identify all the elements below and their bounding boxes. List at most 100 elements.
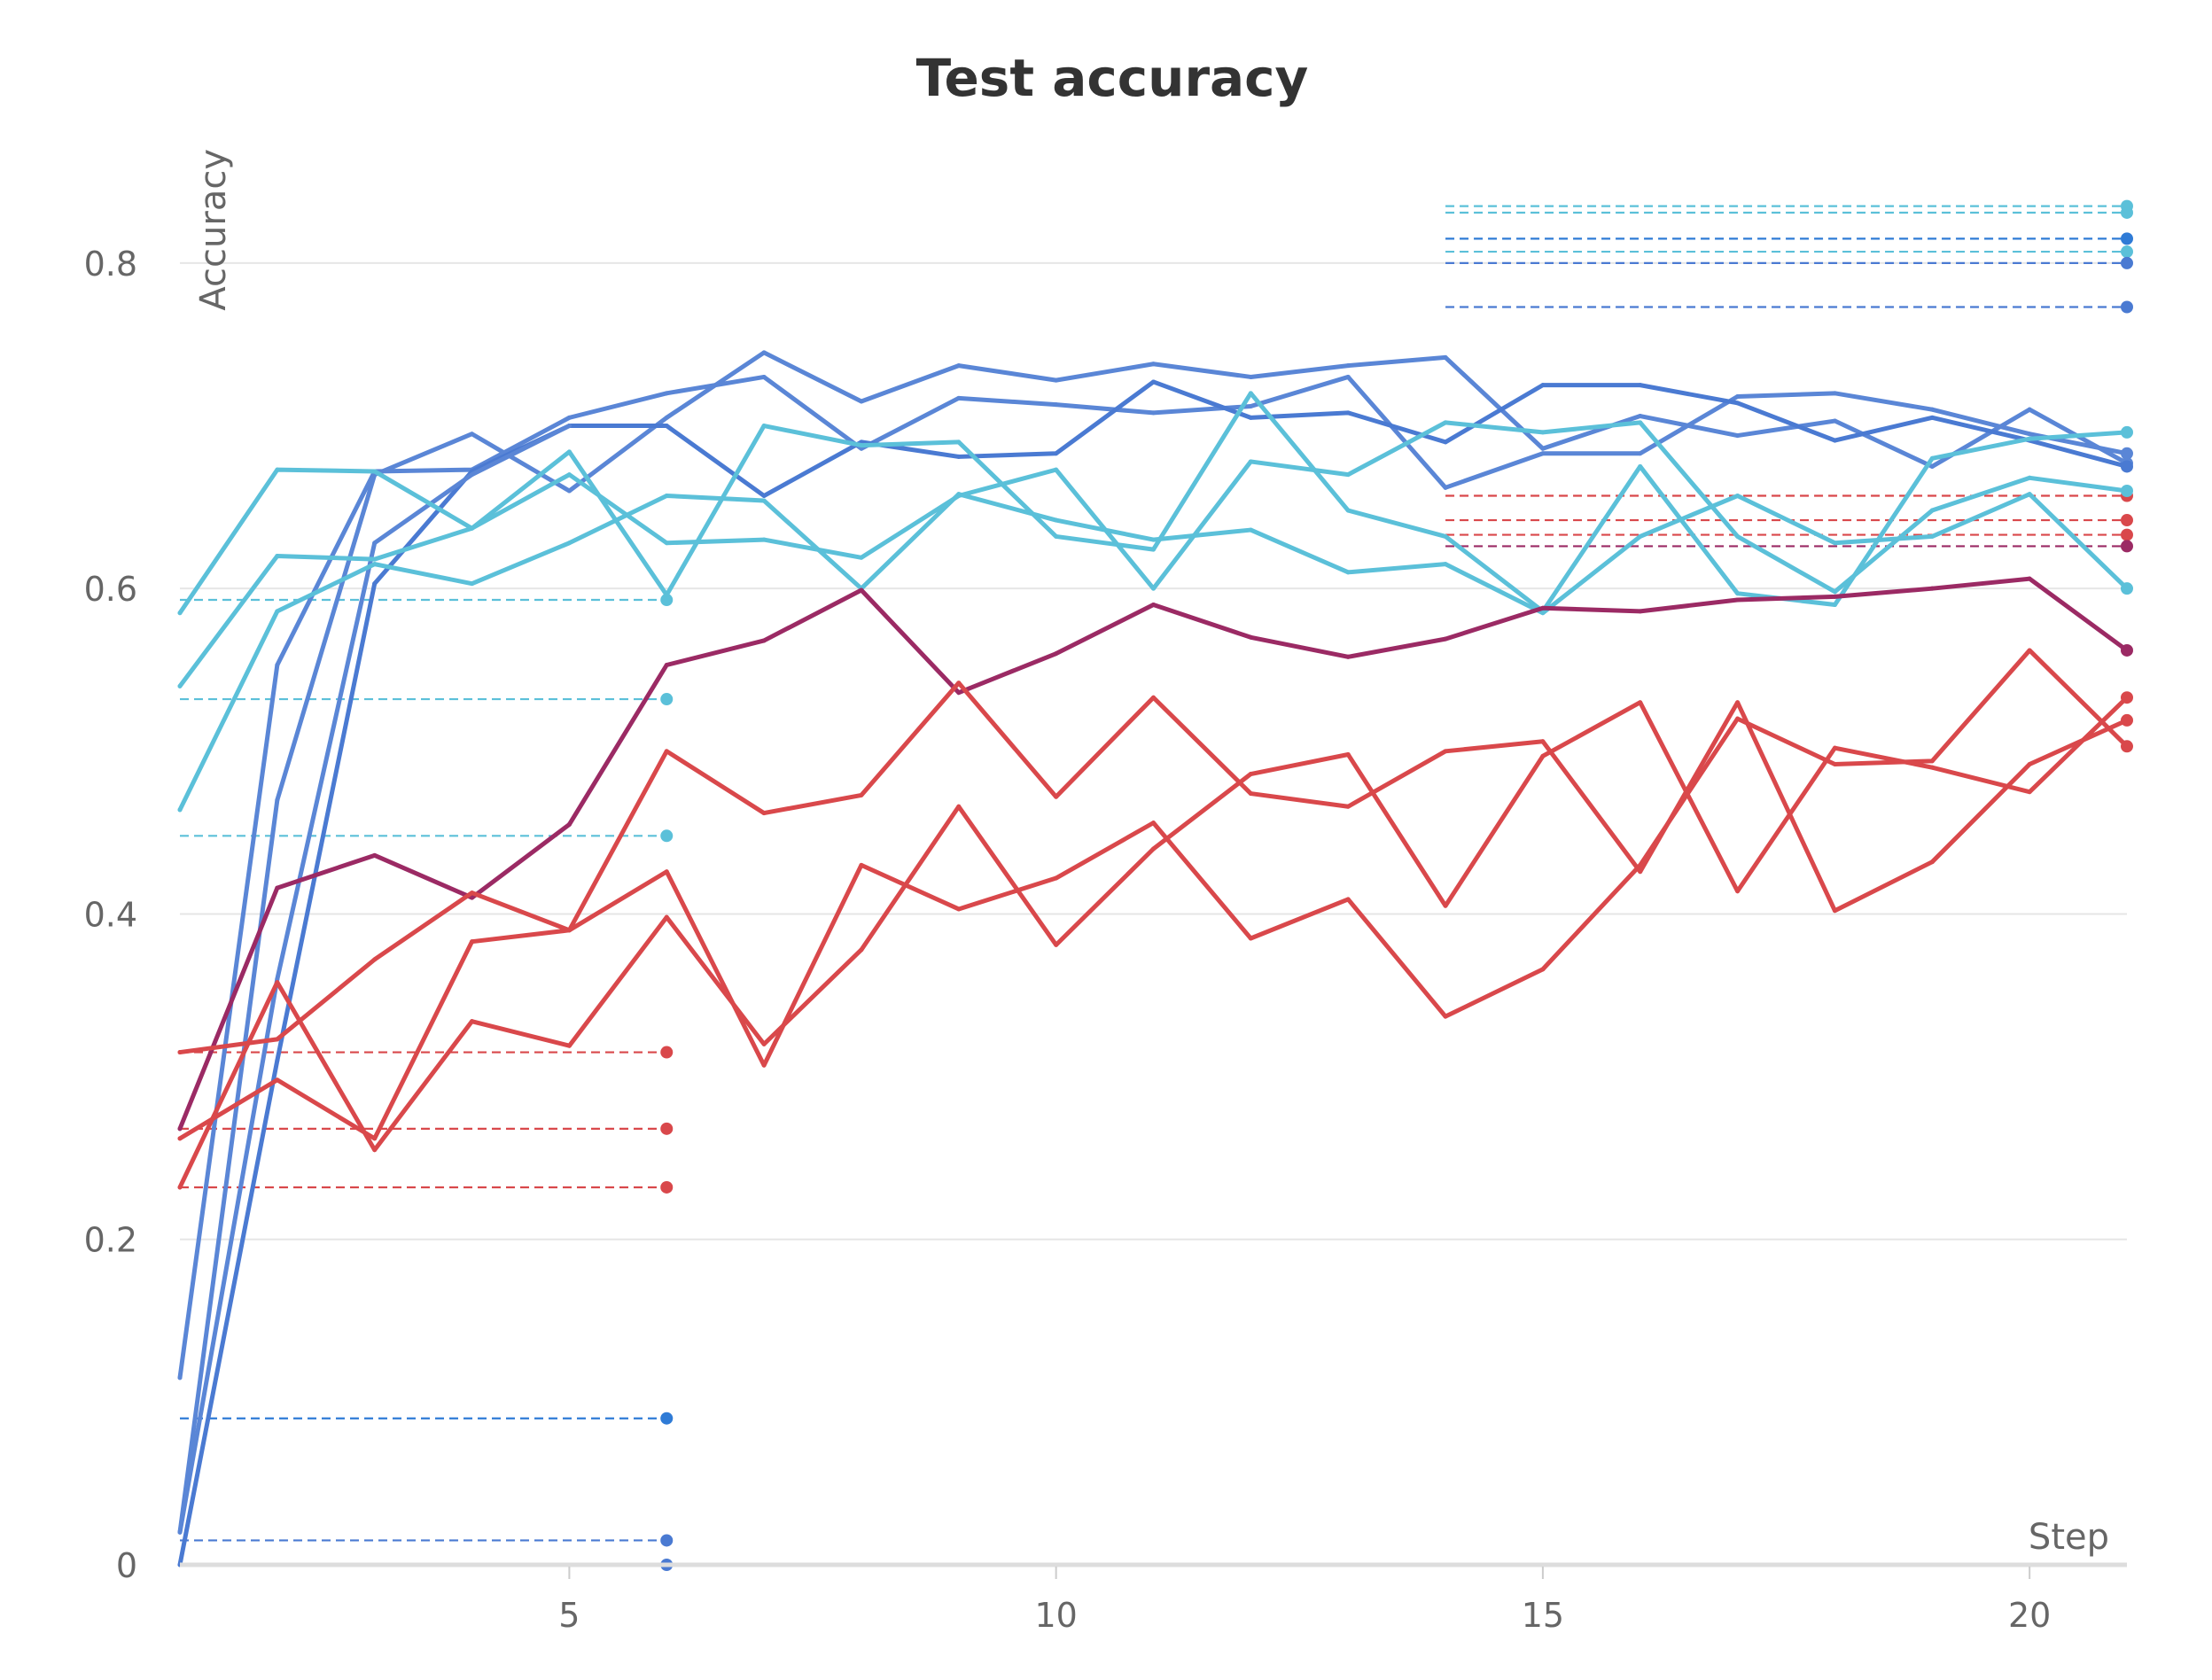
data-point xyxy=(470,581,475,587)
data-point xyxy=(859,947,864,953)
data-point xyxy=(1540,753,1546,758)
data-point xyxy=(1540,605,1546,611)
data-point xyxy=(1054,942,1059,947)
data-point xyxy=(761,350,767,355)
data-point xyxy=(1248,936,1253,941)
data-point xyxy=(1638,463,1643,469)
data-point xyxy=(372,852,378,858)
data-point xyxy=(372,469,378,474)
data-point xyxy=(275,797,280,803)
data-point xyxy=(859,443,864,448)
data-point xyxy=(1151,547,1156,552)
x-tick-label: 20 xyxy=(2008,1596,2051,1635)
data-point xyxy=(275,1037,280,1042)
data-point xyxy=(1248,527,1253,533)
series-end-dot xyxy=(2121,460,2133,473)
reference-line-end-dot xyxy=(2121,232,2133,245)
data-point xyxy=(664,914,669,920)
reference-line-end-dot xyxy=(660,1046,674,1059)
data-point xyxy=(566,1043,572,1048)
data-point xyxy=(2027,436,2032,441)
data-point xyxy=(275,980,280,985)
x-axis-label: Step xyxy=(2029,1517,2109,1558)
data-point xyxy=(275,662,280,667)
data-point xyxy=(1345,804,1351,809)
data-point xyxy=(566,472,572,478)
data-point xyxy=(859,587,864,593)
data-point xyxy=(566,424,572,429)
data-point xyxy=(1929,508,1935,513)
data-point xyxy=(2027,432,2032,437)
data-point xyxy=(275,976,280,982)
data-point xyxy=(1443,420,1448,425)
data-point xyxy=(1735,889,1741,894)
data-point xyxy=(1735,716,1741,721)
data-point xyxy=(1832,745,1837,751)
data-point xyxy=(1735,494,1741,499)
data-point xyxy=(664,541,669,546)
data-point xyxy=(956,681,962,686)
data-point xyxy=(470,432,475,437)
series-end-dot xyxy=(2121,485,2133,497)
data-point xyxy=(1151,537,1156,542)
data-point xyxy=(1832,603,1837,608)
data-point xyxy=(761,498,767,503)
data-point xyxy=(1345,508,1351,513)
data-point xyxy=(177,1136,183,1141)
data-point xyxy=(1832,594,1837,599)
data-point xyxy=(1638,609,1643,614)
data-point xyxy=(470,1019,475,1024)
data-point xyxy=(1638,383,1643,388)
data-point xyxy=(956,363,962,369)
reference-line-end-dot xyxy=(660,1412,674,1425)
reference-line-end-dot xyxy=(660,1534,674,1547)
data-point xyxy=(566,928,572,933)
x-tick-label: 10 xyxy=(1034,1596,1077,1635)
data-point xyxy=(1832,762,1837,767)
data-point xyxy=(761,494,767,499)
data-point xyxy=(1443,439,1448,445)
data-point xyxy=(1054,467,1059,472)
data-point xyxy=(1248,415,1253,420)
data-point xyxy=(275,1058,280,1063)
data-point xyxy=(177,1529,183,1535)
reference-line-end-dot xyxy=(2121,300,2133,314)
data-point xyxy=(859,555,864,560)
data-point xyxy=(1345,654,1351,659)
data-point xyxy=(761,811,767,816)
reference-line-end-dot xyxy=(2121,256,2133,269)
data-point xyxy=(275,553,280,558)
data-point xyxy=(1540,611,1546,616)
data-point xyxy=(1832,391,1837,396)
data-point xyxy=(956,690,962,696)
data-point xyxy=(177,683,183,688)
data-point xyxy=(956,804,962,809)
data-point xyxy=(372,1147,378,1153)
data-point xyxy=(956,454,962,459)
data-point xyxy=(1832,438,1837,443)
data-point xyxy=(1929,533,1935,539)
data-point xyxy=(664,424,669,429)
data-point xyxy=(1443,533,1448,539)
data-point xyxy=(1443,562,1448,567)
reference-line-end-dot xyxy=(660,1180,674,1194)
data-point xyxy=(470,472,475,478)
series-layer xyxy=(177,350,2133,1567)
data-point xyxy=(2027,407,2032,412)
data-point xyxy=(1443,749,1448,754)
data-point xyxy=(275,885,280,891)
data-point xyxy=(1929,455,1935,461)
reference-line-end-dot xyxy=(2121,514,2133,527)
data-point xyxy=(1054,517,1059,523)
data-point xyxy=(1540,446,1546,451)
data-point xyxy=(2027,648,2032,653)
data-point xyxy=(956,439,962,445)
data-point xyxy=(566,415,572,420)
data-point xyxy=(761,638,767,643)
data-point xyxy=(1248,459,1253,464)
series-end-dot xyxy=(2121,582,2133,595)
series-end-dot xyxy=(2121,425,2133,439)
data-point xyxy=(1345,570,1351,575)
data-point xyxy=(1735,393,1741,399)
data-point xyxy=(177,1050,183,1055)
